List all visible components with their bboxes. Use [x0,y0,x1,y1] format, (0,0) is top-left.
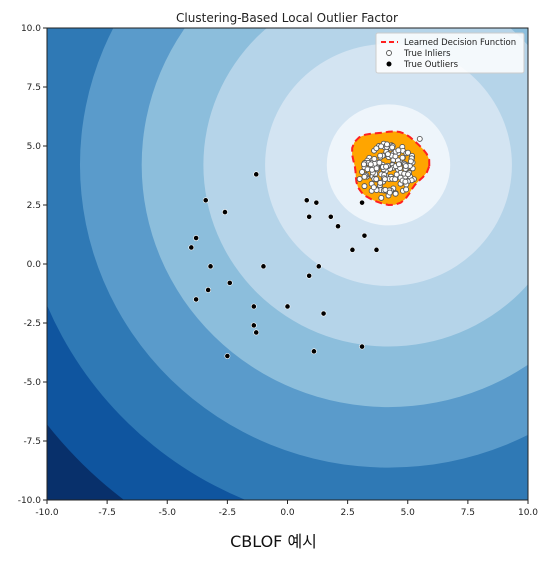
outlier-point [253,329,260,336]
x-tick-label: 0.0 [280,508,295,518]
outlier-point [260,263,267,270]
outlier-point [327,213,334,220]
x-tick-label: 5.0 [401,508,416,518]
outlier-point [306,213,313,220]
inlier-point [393,171,400,178]
inlier-points [356,135,423,201]
inlier-point [371,155,378,162]
inlier-point [378,194,385,201]
outlier-point [193,235,200,241]
y-tick-label: 5.0 [27,142,42,152]
outlier-point [250,322,257,329]
inlier-point [402,163,409,170]
inlier-point [382,186,389,193]
inlier-point [367,161,374,168]
inlier-point [377,152,384,159]
inlier-point [399,154,406,161]
figure-caption: CBLOF 예시 [230,532,317,551]
inlier-point [405,149,411,156]
outlier-point [188,244,195,251]
legend-label: True Outliers [403,60,459,70]
inlier-point [383,163,390,170]
outlier-point [311,348,317,355]
outlier-point [205,287,212,293]
inlier-point [381,176,388,183]
x-tick-label: -10.0 [35,508,59,518]
inlier-point [402,178,409,185]
y-tick-label: 2.5 [27,201,41,211]
outlier-points [188,171,380,359]
inlier-point [356,176,363,182]
inlier-point [370,184,377,191]
inlier-point [384,151,391,158]
inlier-point [389,144,396,151]
outlier-point [359,199,365,206]
y-tick-label: -2.5 [23,319,41,329]
inlier-point [392,190,399,197]
outlier-point [361,232,368,239]
x-tick-label: 7.5 [461,508,475,518]
inlier-point [405,171,412,178]
legend-box [375,32,525,74]
legend-label: Learned Decision Function [404,38,516,48]
x-tick-label: 10.0 [518,508,538,518]
inlier-point [403,186,410,193]
inlier-point [395,147,402,154]
y-tick-label: -10.0 [18,496,42,506]
outlier-point [207,263,214,270]
inlier-point [359,169,366,175]
cblof-figure: Clustering-Based Local Outlier Factor -1… [18,11,539,518]
outlier-point [193,296,200,303]
x-tick-label: -2.5 [219,508,237,518]
outlier-point [222,209,228,215]
inlier-point [376,159,383,166]
inlier-point [386,189,393,196]
y-tick-label: 7.5 [27,83,41,93]
y-tick-label: -5.0 [23,378,41,388]
outlier-point [253,171,260,178]
chart-title: Clustering-Based Local Outlier Factor [176,11,398,25]
outlier-point [335,223,341,230]
inlier-point [373,165,380,172]
inlier-point [361,183,368,190]
inlier-point [373,145,380,152]
outlier-point [320,310,327,317]
outlier-point [250,303,257,310]
inlier-point [416,135,423,142]
outlier-point [226,279,233,286]
inlier-point [361,161,367,168]
y-axis: -10.0 -7.5 -5.0 -2.5 0.0 2.5 5.0 7.5 10.0 [18,24,47,506]
outlier-point [224,353,231,359]
y-tick-label: 10.0 [21,24,41,34]
x-tick-label: 2.5 [340,508,354,518]
y-tick-label: -7.5 [23,437,41,447]
inlier-point [377,179,384,186]
inlier-point [378,143,385,150]
inlier-point [407,158,414,165]
outlier-point [284,303,291,310]
outlier-point [303,197,310,204]
outlier-point [313,199,320,206]
inlier-point [384,141,390,148]
outlier-point [306,272,313,279]
plot-area [47,28,528,500]
decision-contours [47,28,528,500]
inlier-point [373,176,380,183]
x-tick-label: -7.5 [98,508,116,518]
inlier-point [395,161,402,168]
outlier-point [349,246,356,253]
legend-swatch-outlier [386,61,392,67]
outlier-point [202,197,209,204]
outlier-point [315,263,322,270]
x-axis: -10.0 -7.5 -5.0 -2.5 0.0 2.5 5.0 7.5 10.0 [35,500,538,518]
inlier-point [392,153,399,160]
x-tick-label: -5.0 [158,508,176,518]
legend-label: True Inliers [403,49,451,59]
legend-swatch-inlier [386,50,392,56]
outlier-point [359,343,365,350]
inlier-point [361,173,368,180]
outlier-point [373,246,380,253]
y-tick-label: 0.0 [27,260,42,270]
